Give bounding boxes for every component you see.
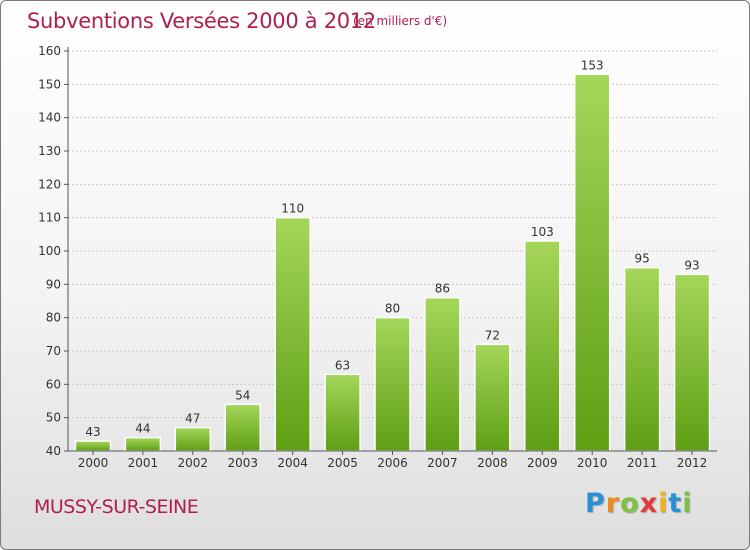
y-tick-label: 140 bbox=[38, 111, 61, 125]
x-tick-label: 2002 bbox=[178, 456, 209, 470]
logo-letter: i bbox=[682, 488, 693, 519]
x-tick-label: 2010 bbox=[577, 456, 608, 470]
x-tick-label: 2000 bbox=[78, 456, 109, 470]
bar bbox=[224, 403, 261, 452]
bar-value-label: 63 bbox=[335, 358, 350, 372]
bar bbox=[424, 296, 461, 452]
proxiti-logo[interactable]: Proxiti bbox=[585, 488, 695, 528]
y-tick-label: 40 bbox=[46, 444, 61, 458]
bar-value-label: 86 bbox=[435, 282, 450, 296]
bar-value-label: 80 bbox=[385, 302, 400, 316]
bar bbox=[174, 426, 212, 452]
bar bbox=[623, 266, 661, 452]
bar bbox=[524, 240, 561, 452]
bar-value-label: 47 bbox=[185, 412, 200, 426]
logo-letter: i bbox=[658, 488, 669, 519]
bar bbox=[474, 343, 511, 452]
y-tick-label: 120 bbox=[38, 177, 61, 191]
logo-letter: x bbox=[639, 488, 659, 519]
unit-note: (en milliers d'€) bbox=[353, 14, 448, 28]
y-tick-label: 160 bbox=[38, 44, 61, 58]
y-tick-label: 100 bbox=[38, 244, 61, 258]
bar bbox=[673, 273, 711, 452]
x-tick-label: 2012 bbox=[677, 456, 708, 470]
y-tick-label: 80 bbox=[46, 311, 61, 325]
bar-value-label: 153 bbox=[581, 58, 604, 72]
y-tick-label: 70 bbox=[46, 344, 61, 358]
logo-letter: r bbox=[605, 488, 621, 519]
x-tick-label: 2011 bbox=[627, 456, 658, 470]
x-tick-label: 2001 bbox=[128, 456, 159, 470]
bar bbox=[274, 216, 311, 452]
y-tick-label: 130 bbox=[38, 144, 61, 158]
logo-letter: P bbox=[585, 488, 606, 519]
logo-letter: o bbox=[620, 488, 640, 519]
bar bbox=[573, 73, 611, 452]
x-tick-label: 2006 bbox=[377, 456, 408, 470]
x-axis: 2000 2001 2002 2003 2004 2005 2006 2007 2008 2009… bbox=[68, 450, 717, 470]
bar-value-label: 72 bbox=[485, 328, 500, 342]
x-tick-label: 2003 bbox=[227, 456, 258, 470]
y-tick-label: 90 bbox=[46, 277, 61, 291]
bar-value-label: 43 bbox=[85, 425, 100, 439]
x-tick-label: 2004 bbox=[277, 456, 308, 470]
x-tick-label: 2005 bbox=[327, 456, 358, 470]
y-tick-label: 110 bbox=[38, 211, 61, 225]
bar-value-label: 93 bbox=[684, 258, 699, 272]
y-tick-label: 150 bbox=[38, 77, 61, 91]
logo-letter: t bbox=[668, 488, 683, 519]
chart-title: Subventions Versées 2000 à 2012 bbox=[27, 9, 376, 33]
bar bbox=[74, 440, 112, 452]
bars: 43 44 47 54 110 63 80 86 72 103 153 95 93 bbox=[74, 58, 711, 452]
bar-value-label: 44 bbox=[135, 422, 150, 436]
bar-value-label: 110 bbox=[281, 202, 304, 216]
y-axis: 40 50 60 70 80 90 100 110 120 130 140 150 160 bbox=[38, 44, 69, 458]
location-name: MUSSY-SUR-SEINE bbox=[34, 496, 199, 518]
y-tick-label: 60 bbox=[46, 377, 61, 391]
bar bbox=[324, 373, 361, 452]
bar bbox=[124, 436, 162, 452]
bar-value-label: 95 bbox=[634, 252, 649, 266]
bar-value-label: 103 bbox=[531, 225, 554, 239]
x-tick-label: 2009 bbox=[527, 456, 558, 470]
x-tick-label: 2008 bbox=[477, 456, 508, 470]
bar bbox=[374, 316, 411, 452]
bar-value-label: 54 bbox=[235, 388, 250, 402]
x-tick-label: 2007 bbox=[427, 456, 458, 470]
y-tick-label: 50 bbox=[46, 411, 61, 425]
